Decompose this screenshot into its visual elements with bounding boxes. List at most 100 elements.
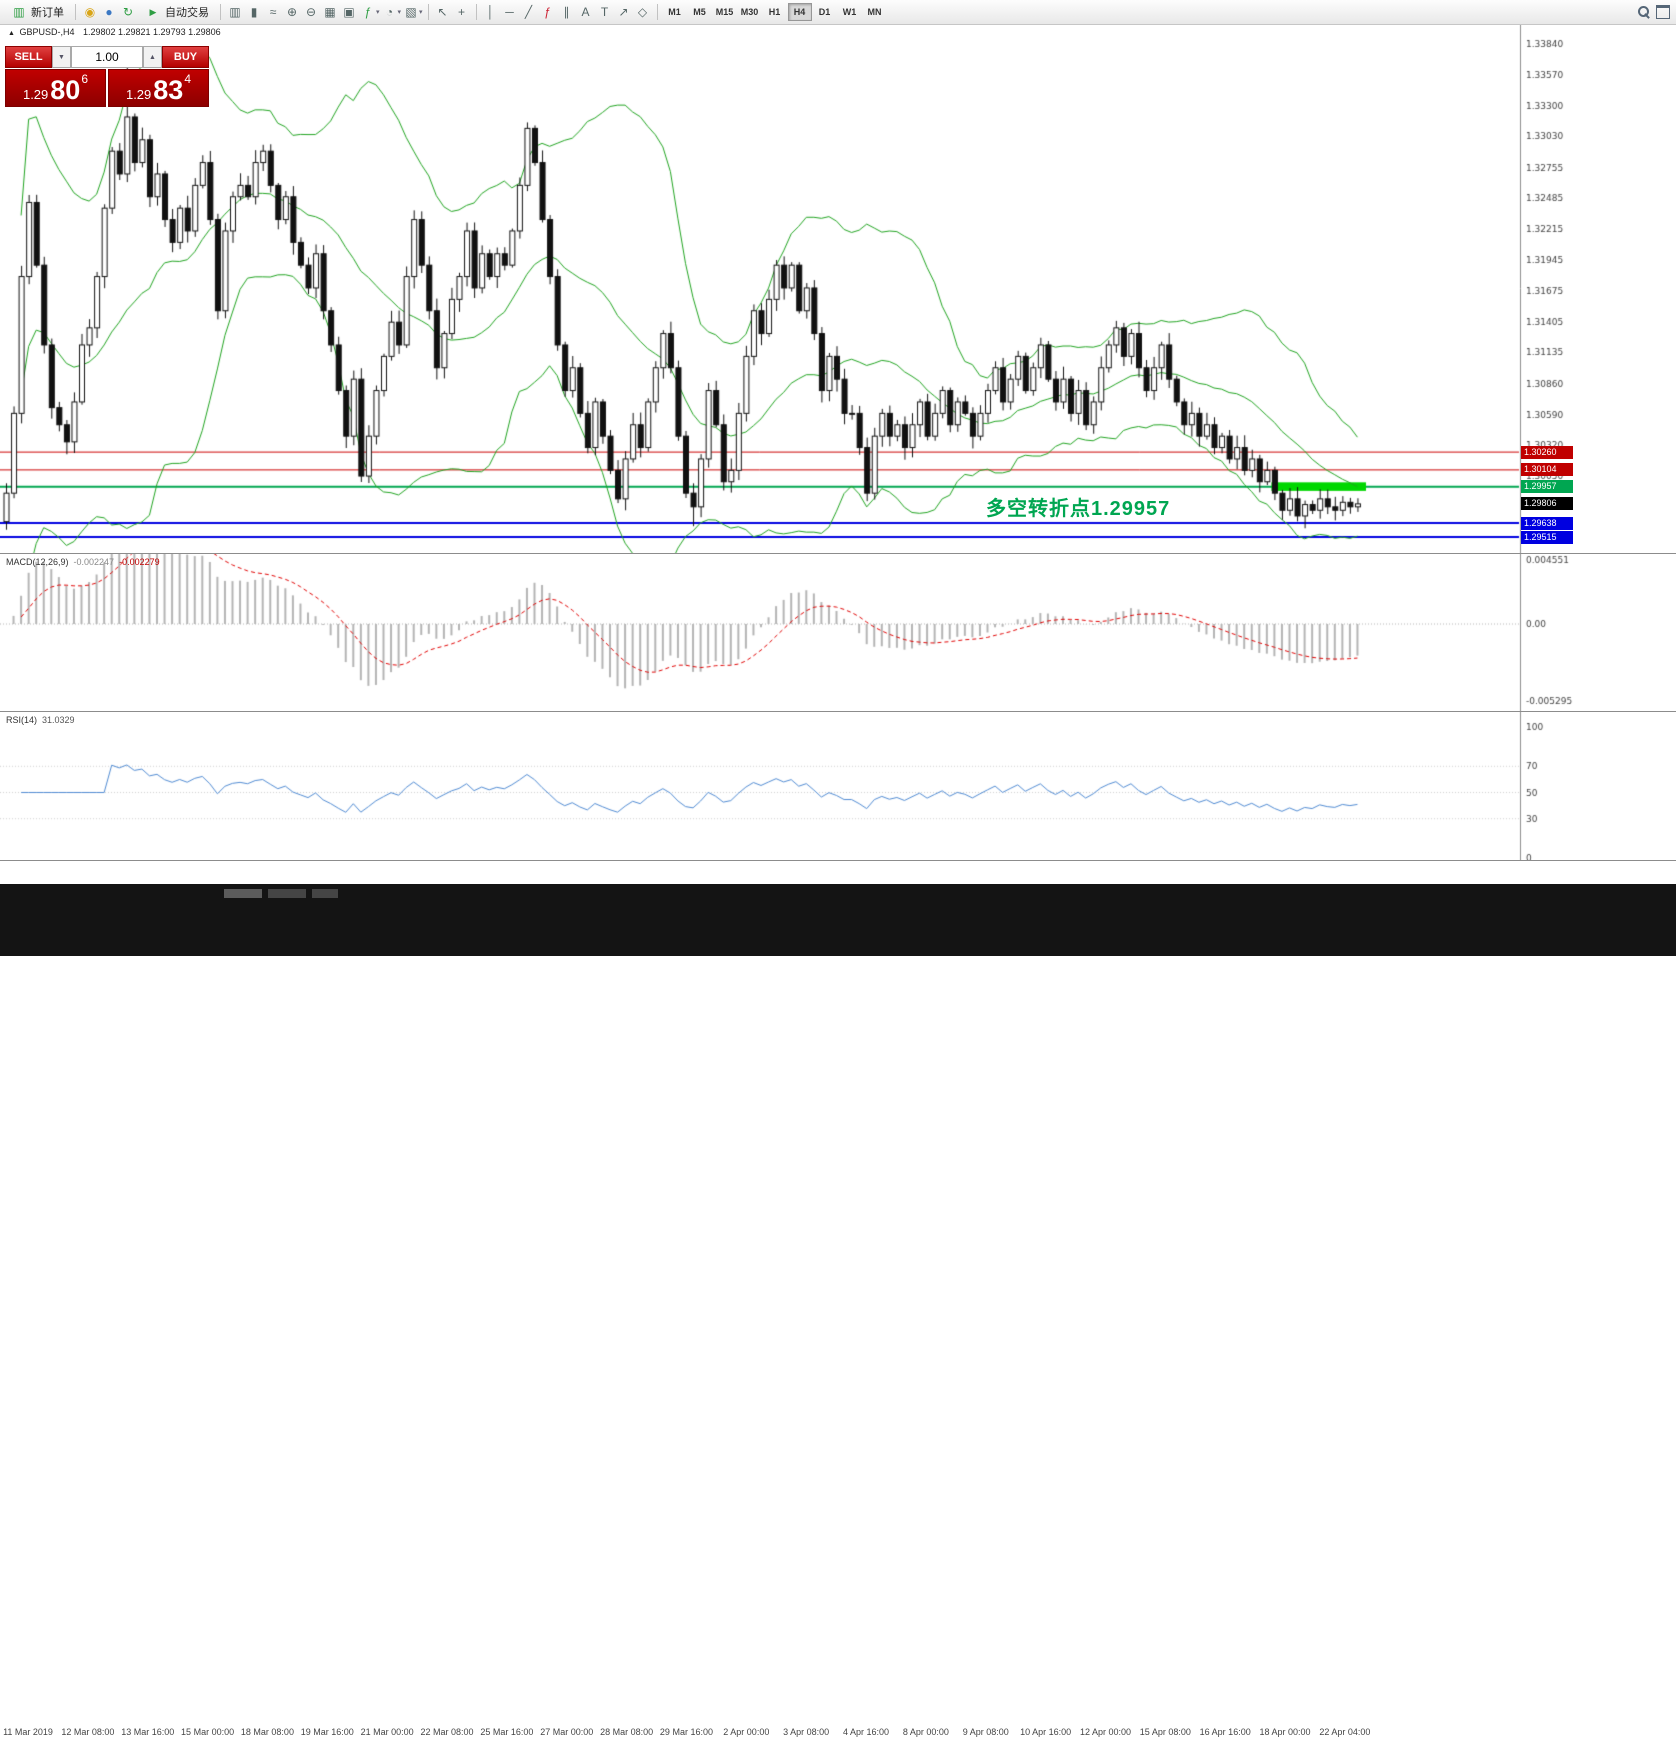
date-axis-label: 12 Mar 08:00 [61,1727,115,1737]
horizontal-line-tool-icon[interactable]: ─ [505,5,514,19]
zoom-in-icon[interactable]: ⊕ [286,5,298,19]
candle-chart-icon[interactable]: ▮ [250,5,258,19]
date-axis-label: 10 Apr 16:00 [1020,1727,1072,1737]
macd-value: -0.002247 [73,557,115,567]
taskbar-item[interactable] [224,889,262,898]
sell-price-big: 80 [50,75,81,106]
date-axis-label: 28 Mar 08:00 [600,1727,654,1737]
sell-price-display[interactable]: 1.29 80 6 [5,69,106,107]
pane-divider[interactable] [0,711,1676,712]
clock-icon[interactable]: ◔ [385,5,394,19]
new-window-icon[interactable] [1654,3,1672,21]
date-axis-label: 13 Mar 16:00 [121,1727,175,1737]
timeframe-button-M15[interactable]: M15 [713,3,737,21]
price-flag-1.29515: 1.29515 [1521,530,1573,544]
text-tool-icon[interactable]: A [581,5,590,19]
zoom-out-icon[interactable]: ⊖ [305,5,317,19]
main-toolbar: ▥ 新订单 ◉ ● ↻ ▶ 自动交易 ▥ ▮ ≈ ⊕ ⊖ ▦ ▣ ƒ ▾ ◔ ▾… [0,0,1676,25]
price-flag-1.29638: 1.29638 [1521,516,1573,530]
shapes-tool-icon[interactable]: ◇ [637,5,648,19]
tile-windows-icon[interactable]: ▦ [324,5,336,19]
pane-divider [0,860,1676,861]
date-axis-label: 18 Mar 08:00 [240,1727,294,1737]
symbol-marker-icon: ▲ [8,30,15,37]
toolbar-separator [220,4,221,20]
crosshair-icon[interactable]: + [458,5,466,19]
volume-increase-button[interactable]: ▲ [143,46,162,68]
date-axis-label: 12 Apr 00:00 [1079,1727,1131,1737]
buy-button[interactable]: BUY [162,46,209,68]
date-axis-label: 11 Mar 2019 [3,1727,53,1737]
toolbar-separator [656,4,658,20]
date-axis-label: 2 Apr 00:00 [723,1727,770,1737]
buy-price-sup: 4 [184,72,192,86]
rsi-label: RSI(14) 31.0329 [6,715,75,725]
expert-advisors-icon[interactable]: ◉ [84,5,96,19]
rsi-value: 31.0329 [42,715,75,725]
toolbar-separator [475,4,477,20]
timeframe-button-M30[interactable]: M30 [738,3,762,21]
timeframe-button-W1[interactable]: W1 [838,3,862,21]
macd-signal-value: -0.002279 [119,557,160,567]
vertical-line-tool-icon[interactable]: │ [486,5,495,19]
taskbar-item[interactable] [268,889,306,898]
pane-divider[interactable] [0,553,1676,554]
trendline-tool-icon[interactable]: ╱ [524,5,533,19]
sell-price-prefix: 1.29 [22,86,49,102]
buy-price-big: 83 [153,75,184,106]
profile-icon[interactable]: ● [105,5,113,19]
date-axis-label: 16 Apr 16:00 [1199,1727,1251,1737]
price-chart-canvas[interactable] [0,24,1676,553]
date-axis-label: 18 Apr 00:00 [1259,1727,1311,1737]
bottom-bar [0,884,1676,956]
volume-decrease-button[interactable]: ▼ [52,46,71,68]
bar-chart-icon[interactable]: ▥ [229,5,241,19]
sell-price-sup: 6 [81,72,89,86]
line-chart-icon[interactable]: ≈ [269,5,277,19]
auto-trading-play-icon: ▶ [149,6,157,17]
macd-name: MACD(12,26,9) [6,557,69,567]
timeframe-button-D1[interactable]: D1 [813,3,837,21]
date-axis-label: 29 Mar 16:00 [659,1727,713,1737]
macd-indicator-canvas[interactable] [0,554,1676,711]
timeframe-button-MN[interactable]: MN [863,3,887,21]
date-axis-label: 27 Mar 00:00 [540,1727,594,1737]
date-axis[interactable]: 11 Mar 2019 12 Mar 08:00 13 Mar 16:00 15 Ma… [0,861,1676,1737]
label-tool-icon[interactable]: T [600,5,609,19]
date-axis-label: 15 Apr 08:00 [1139,1727,1191,1737]
auto-trading-button[interactable]: ▶ 自动交易 [138,2,215,22]
indicators-dropdown-icon[interactable]: ▾ [376,9,380,16]
volume-input[interactable]: 1.00 [71,46,143,68]
date-axis-label: 22 Apr 04:00 [1319,1727,1371,1737]
buy-price-display[interactable]: 1.29 83 4 [108,69,209,107]
templates-icon[interactable]: ▧ [405,5,417,19]
timeframe-button-M5[interactable]: M5 [688,3,712,21]
timeframe-button-H4[interactable]: H4 [787,3,812,21]
search-icon[interactable] [1635,3,1653,21]
timeframe-button-M1[interactable]: M1 [663,3,687,21]
templates-dropdown-icon[interactable]: ▾ [419,9,423,16]
refresh-icon[interactable]: ↻ [122,5,134,19]
sell-button[interactable]: SELL [5,46,52,68]
date-axis-label: 19 Mar 16:00 [300,1727,354,1737]
price-flag-1.29957: 1.29957 [1521,480,1573,494]
date-axis-label: 3 Apr 08:00 [783,1727,830,1737]
date-axis-label: 25 Mar 16:00 [480,1727,534,1737]
toolbar-separator [427,4,429,20]
fibonacci-tool-icon[interactable]: ƒ [544,5,551,19]
rsi-indicator-canvas[interactable] [0,712,1676,860]
periods-dropdown-icon[interactable]: ▾ [397,9,402,16]
buy-price-prefix: 1.29 [125,86,152,102]
new-order-button[interactable]: ▥ 新订单 [4,2,70,22]
date-axis-label: 21 Mar 00:00 [360,1727,414,1737]
chart-annotation-text: 多空转折点1.29957 [986,498,1171,520]
one-click-trading-panel: SELL ▼ 1.00 ▲ BUY 1.29 80 6 1.29 83 4 [5,46,209,107]
toolbar-separator [75,4,76,20]
timeframe-button-H1[interactable]: H1 [763,3,787,21]
cursor-icon[interactable]: ↖ [437,5,448,19]
arrow-tool-icon[interactable]: ↗ [618,5,629,19]
cascade-windows-icon[interactable]: ▣ [343,5,355,19]
taskbar-item[interactable] [312,889,338,898]
indicators-icon[interactable]: ƒ [364,5,372,19]
channel-tool-icon[interactable]: ∥ [563,5,570,19]
